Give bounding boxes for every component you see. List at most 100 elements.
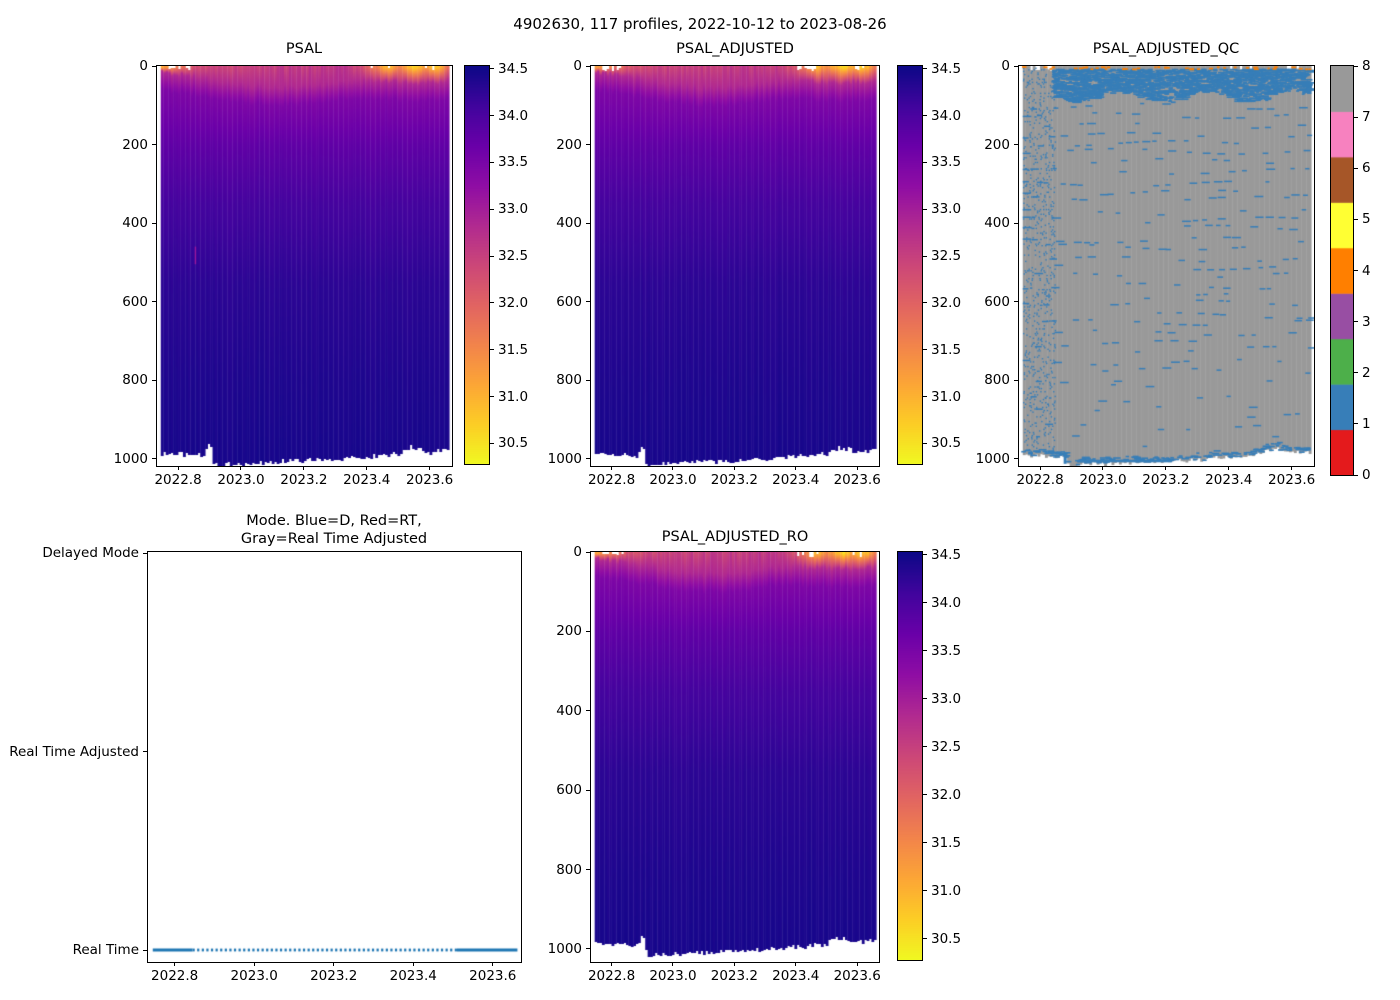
- psal-adjusted-qc-plot-area: [1018, 65, 1315, 467]
- x-tick-mark: [733, 962, 735, 966]
- y-tick-mark: [152, 301, 156, 303]
- psal-heatmap-canvas: [157, 66, 452, 466]
- y-tick-mark: [586, 144, 590, 145]
- x-tick-label: 2023.2: [310, 968, 358, 984]
- x-tick-mark: [429, 466, 431, 470]
- qc-colorbar: [1330, 65, 1354, 476]
- x-tick-label: 2023.0: [230, 968, 278, 984]
- y-tick-mark: [586, 948, 590, 950]
- x-tick-label: 2023.6: [469, 968, 517, 984]
- x-tick-mark: [611, 962, 613, 966]
- y-tick-label: 200: [556, 623, 582, 640]
- x-tick-mark: [795, 466, 797, 470]
- y-tick-mark: [1014, 379, 1018, 381]
- y-tick-mark: [586, 458, 590, 460]
- x-tick-mark: [1039, 466, 1041, 470]
- colorbar-tick-mark: [923, 68, 927, 70]
- x-tick-mark: [240, 466, 242, 470]
- y-tick-label: 600: [984, 293, 1010, 310]
- colorbar-tick-mark: [923, 794, 927, 796]
- colorbar-tick-mark: [923, 349, 927, 351]
- colorbar-tick-mark: [923, 442, 927, 444]
- x-tick-label: 2023.2: [280, 472, 328, 488]
- colorbar-tick-label: 31.0: [498, 388, 529, 405]
- y-tick-mark: [1014, 65, 1018, 67]
- colorbar-tick-mark: [923, 650, 927, 652]
- x-tick-label: 2023.6: [406, 472, 454, 488]
- colorbar-tick-mark: [923, 602, 927, 604]
- y-tick-mark: [586, 301, 590, 303]
- colorbar-tick-mark: [923, 396, 927, 398]
- colorbar-tick-mark: [1354, 372, 1358, 374]
- colorbar-tick-mark: [1354, 474, 1358, 476]
- y-tick-label: 400: [556, 215, 582, 232]
- x-tick-label: 2023.0: [217, 472, 265, 488]
- psal-adjusted-qc-title: PSAL_ADJUSTED_QC: [1092, 41, 1240, 57]
- y-tick-label: Real Time: [72, 942, 139, 958]
- x-tick-label: 2023.2: [710, 472, 758, 488]
- colorbar-tick-label: 0: [1362, 467, 1371, 483]
- psal-adjusted-ro-colorbar: [897, 551, 923, 961]
- psal-adjusted-ro-title: PSAL_ADJUSTED_RO: [661, 529, 809, 545]
- y-tick-label: Delayed Mode: [42, 545, 139, 561]
- colorbar-tick-label: 31.5: [931, 341, 962, 358]
- colorbar-tick-mark: [490, 396, 494, 398]
- y-tick-label: 400: [122, 215, 148, 232]
- y-tick-mark: [1014, 222, 1018, 224]
- y-tick-label: 400: [556, 702, 582, 719]
- psal-adjusted-ro-colorbar-canvas: [898, 552, 922, 960]
- colorbar-tick-mark: [1354, 270, 1358, 271]
- x-tick-mark: [333, 962, 335, 966]
- x-tick-label: 2023.4: [772, 968, 820, 984]
- x-tick-label: 2022.8: [154, 472, 202, 488]
- colorbar-tick-mark: [490, 161, 494, 163]
- colorbar-tick-label: 34.0: [931, 107, 962, 124]
- mode-title-line1: Mode. Blue=D, Red=RT,: [246, 513, 422, 529]
- mode-line-canvas: [148, 552, 521, 962]
- colorbar-tick-mark: [490, 208, 494, 210]
- x-tick-mark: [672, 466, 674, 470]
- x-tick-label: 2023.4: [772, 472, 820, 488]
- colorbar-tick-mark: [923, 938, 927, 940]
- x-tick-mark: [366, 466, 368, 470]
- colorbar-tick-mark: [923, 115, 927, 117]
- mode-title-line2: Gray=Real Time Adjusted: [240, 531, 428, 547]
- x-tick-label: 2023.4: [389, 968, 437, 984]
- colorbar-tick-label: 31.5: [931, 834, 962, 851]
- x-tick-label: 2022.8: [587, 968, 636, 984]
- y-tick-mark: [152, 65, 156, 67]
- colorbar-tick-label: 34.5: [931, 546, 962, 563]
- psal-adjusted-heatmap-canvas: [591, 66, 879, 466]
- colorbar-tick-mark: [923, 890, 927, 892]
- x-tick-label: 2023.2: [1142, 472, 1190, 488]
- y-tick-mark: [143, 949, 147, 951]
- x-tick-label: 2023.6: [833, 968, 881, 984]
- y-tick-mark: [152, 222, 156, 224]
- x-tick-label: 2023.0: [649, 968, 697, 984]
- x-tick-mark: [303, 466, 305, 470]
- x-tick-label: 2022.8: [151, 968, 199, 984]
- mode-plot-area: [147, 551, 522, 963]
- colorbar-tick-mark: [1354, 116, 1358, 118]
- y-tick-mark: [152, 144, 156, 145]
- colorbar-tick-label: 33.5: [498, 154, 529, 171]
- x-tick-label: 2023.0: [649, 472, 697, 488]
- colorbar-tick-mark: [490, 68, 494, 70]
- y-tick-label: 0: [573, 544, 582, 560]
- colorbar-tick-label: 32.5: [931, 248, 962, 265]
- x-tick-label: 2022.8: [587, 472, 636, 488]
- psal-colorbar-canvas: [465, 66, 489, 464]
- y-tick-mark: [1014, 301, 1018, 303]
- x-tick-mark: [672, 962, 674, 966]
- colorbar-tick-label: 32.5: [931, 738, 962, 755]
- y-tick-mark: [586, 630, 590, 632]
- colorbar-tick-label: 30.5: [931, 435, 962, 452]
- x-tick-mark: [253, 962, 255, 966]
- y-tick-mark: [586, 869, 590, 871]
- colorbar-tick-label: 32.0: [498, 294, 529, 311]
- y-tick-mark: [152, 458, 156, 460]
- y-tick-mark: [1014, 144, 1018, 145]
- colorbar-tick-label: 33.5: [931, 642, 962, 659]
- colorbar-tick-mark: [490, 115, 494, 117]
- x-tick-mark: [856, 466, 858, 470]
